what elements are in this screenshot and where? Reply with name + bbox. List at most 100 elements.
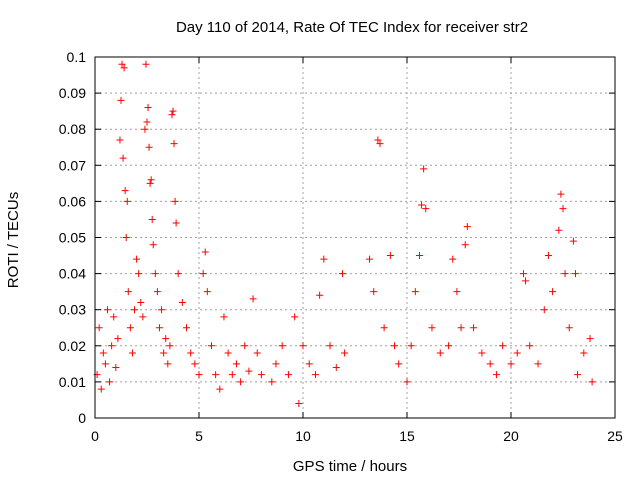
scatter-point [146, 179, 154, 187]
x-tick-label: 15 [399, 428, 415, 444]
scatter-point [114, 335, 122, 343]
scatter-point [168, 111, 176, 119]
scatter-point [253, 349, 261, 357]
scatter-point [326, 342, 334, 350]
scatter-point [272, 360, 280, 368]
scatter-point [549, 288, 557, 296]
scatter-point [220, 313, 228, 321]
scatter-point [428, 324, 436, 332]
scatter-point [470, 324, 478, 332]
scatter-point [201, 248, 209, 256]
scatter-points [93, 60, 596, 408]
scatter-point [411, 288, 419, 296]
scatter-point [420, 165, 428, 173]
scatter-point [370, 288, 378, 296]
scatter-point [436, 349, 444, 357]
x-tick-label: 5 [195, 428, 203, 444]
chart-title: Day 110 of 2014, Rate Of TEC Index for r… [176, 19, 528, 36]
scatter-point [320, 255, 328, 263]
y-tick-label: 0.06 [59, 193, 86, 209]
axis-ticks: 0 5 10 15 20 25 0 0.01 0.02 0.03 0.04 0.05 0.06 0.07 0… [59, 49, 623, 444]
scatter-point [142, 60, 150, 68]
scatter-point [120, 64, 128, 72]
scatter-point [291, 313, 299, 321]
scatter-point [174, 270, 182, 278]
scatter-point [108, 342, 116, 350]
scatter-point [164, 360, 172, 368]
scatter-point [112, 363, 120, 371]
y-axis-title: ROTI / TECUs [5, 192, 22, 288]
scatter-point [172, 219, 180, 227]
scatter-point [457, 324, 465, 332]
scatter-point [99, 349, 107, 357]
scatter-point [124, 288, 132, 296]
scatter-point [376, 140, 384, 148]
scatter-point [123, 197, 131, 205]
scatter-point [110, 313, 118, 321]
scatter-point [580, 349, 588, 357]
scatter-point [316, 291, 324, 299]
scatter-point [121, 187, 129, 195]
scatter-point [449, 255, 457, 263]
scatter-point [332, 363, 340, 371]
scatter-point [395, 360, 403, 368]
scatter-point [155, 324, 163, 332]
scatter-point [128, 349, 136, 357]
scatter-point [106, 378, 114, 386]
scatter-point [386, 252, 394, 260]
scatter-point [162, 335, 170, 343]
y-tick-label: 0.01 [59, 374, 86, 390]
scatter-point [295, 400, 303, 408]
scatter-point [118, 60, 126, 68]
scatter-point [131, 306, 139, 314]
scatter-point [232, 360, 240, 368]
scatter-point [187, 349, 195, 357]
scatter-point [418, 201, 426, 209]
scatter-point [278, 342, 286, 350]
y-tick-label: 0.08 [59, 121, 86, 137]
y-tick-label: 0.03 [59, 302, 86, 318]
scatter-point [415, 252, 423, 260]
scatter-point [135, 270, 143, 278]
scatter-point [571, 270, 579, 278]
scatter-point [374, 136, 382, 144]
scatter-point [559, 205, 567, 213]
scatter-point [403, 378, 411, 386]
y-tick-label: 0.04 [59, 266, 86, 282]
scatter-point [341, 349, 349, 357]
y-tick-label: 0.07 [59, 157, 86, 173]
scatter-point [116, 136, 124, 144]
scatter-point [245, 367, 253, 375]
scatter-point [284, 371, 292, 379]
y-tick-label: 0.05 [59, 230, 86, 246]
scatter-point [407, 342, 415, 350]
scatter-point [422, 205, 430, 213]
scatter-point [522, 277, 530, 285]
scatter-point [445, 342, 453, 350]
x-axis-title: GPS time / hours [293, 458, 407, 475]
scatter-point [166, 342, 174, 350]
scatter-point [544, 252, 552, 260]
scatter-point [557, 190, 565, 198]
scatter-point [122, 234, 130, 241]
scatter-point [305, 360, 313, 368]
scatter-point [151, 270, 159, 278]
scatter-point [380, 324, 388, 332]
scatter-point [160, 349, 168, 357]
scatter-point [507, 360, 515, 368]
scatter-point [588, 378, 596, 386]
scatter-point [203, 288, 211, 296]
scatter-point [183, 324, 191, 332]
scatter-point [169, 107, 177, 115]
scatter-point [339, 270, 347, 278]
scatter-point [119, 154, 127, 162]
scatter-point [171, 197, 179, 205]
scatter-point [101, 360, 109, 368]
scatter-point [299, 342, 307, 350]
scatter-point [565, 324, 573, 332]
scatter-point [145, 143, 153, 151]
scatter-point [216, 385, 224, 393]
scatter-point [366, 255, 374, 263]
scatter-point [311, 371, 319, 379]
